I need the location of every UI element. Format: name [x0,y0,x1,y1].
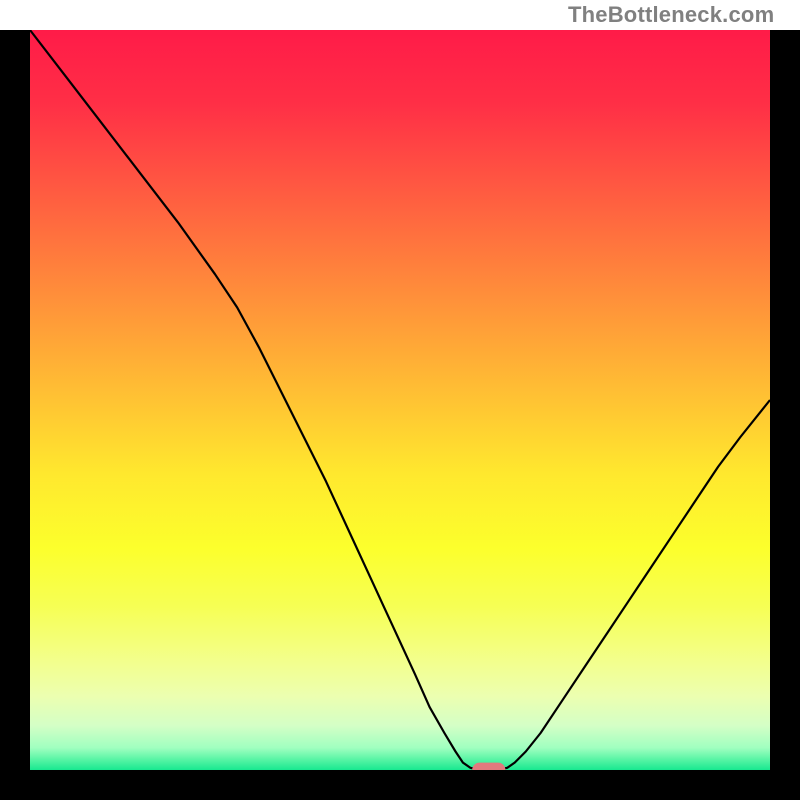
frame-border-left [0,0,30,800]
watermark-text: TheBottleneck.com [568,2,774,28]
frame-border-bottom [0,770,800,800]
frame-border-right [770,0,800,800]
bottleneck-curve-chart [0,0,800,800]
plot-background [30,30,770,770]
